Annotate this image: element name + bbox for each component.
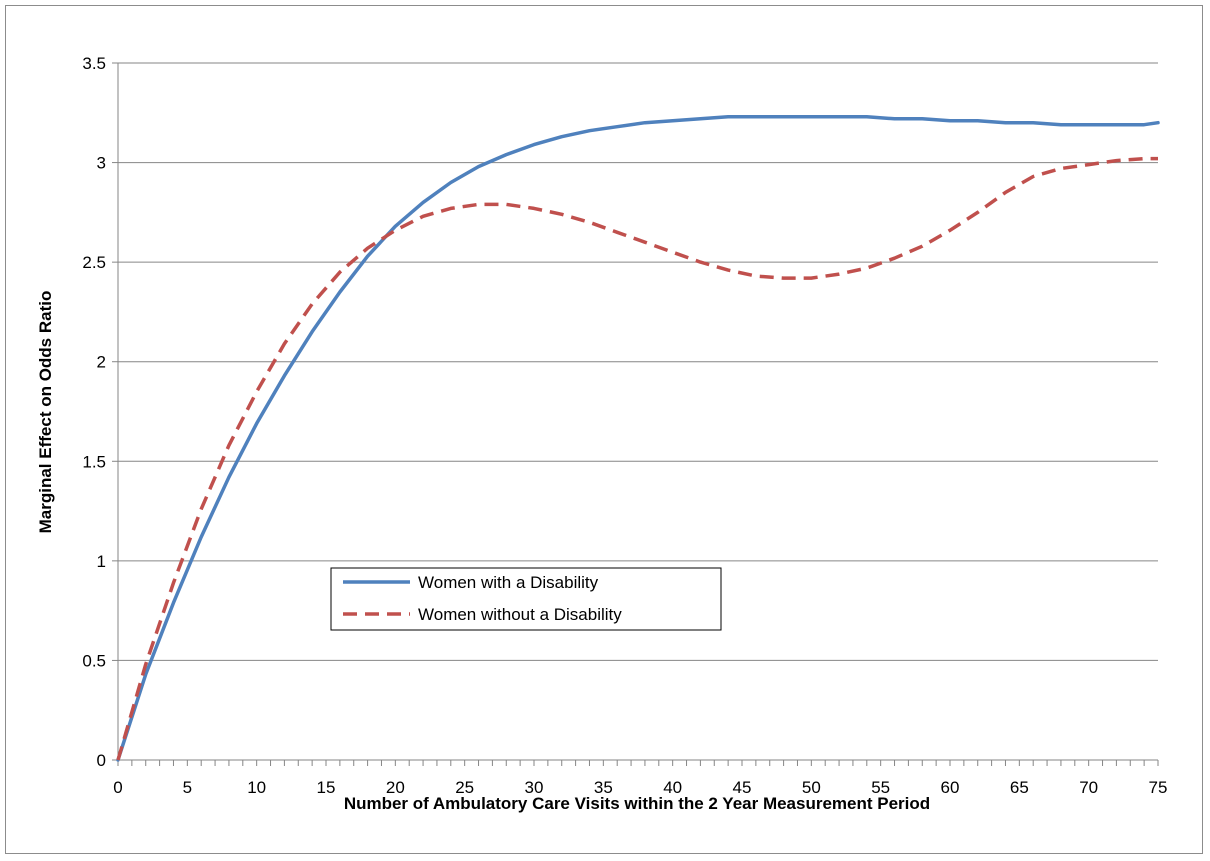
x-tick-label: 50	[802, 778, 821, 797]
x-tick-label: 0	[113, 778, 122, 797]
y-tick-label: 0.5	[82, 651, 106, 670]
y-axis-title: Marginal Effect on Odds Ratio	[36, 291, 55, 534]
x-tick-label: 30	[525, 778, 544, 797]
y-tick-label: 1	[97, 552, 106, 571]
x-tick-label: 5	[183, 778, 192, 797]
x-axis-ticks: 0 5 10 15 20 25 30 35 40 45 50 55 60 65 70 75	[113, 760, 1167, 797]
legend: Women with a Disability Women without a …	[330, 567, 722, 631]
legend-box	[330, 567, 722, 631]
series-line-disability	[116, 115, 1160, 762]
x-tick-label: 55	[871, 778, 890, 797]
x-tick-label: 15	[317, 778, 336, 797]
y-tick-label: 1.5	[82, 452, 106, 471]
x-tick-label: 20	[386, 778, 405, 797]
chart-frame	[5, 5, 1203, 854]
y-tick-label: 3.5	[82, 54, 106, 73]
x-tick-label: 10	[247, 778, 266, 797]
y-axis-ticks: 0 0.5 1 1.5 2 2.5 3 3.5	[82, 54, 118, 770]
y-tick-label: 2	[97, 353, 106, 372]
x-tick-label: 40	[663, 778, 682, 797]
x-tick-label: 70	[1079, 778, 1098, 797]
x-tick-label: 60	[941, 778, 960, 797]
y-tick-label: 0	[97, 751, 106, 770]
y-tick-label: 3	[97, 154, 106, 173]
legend-label-disability: Women with a Disability	[418, 573, 599, 592]
x-tick-label: 25	[455, 778, 474, 797]
legend-label-no-disability: Women without a Disability	[418, 605, 622, 624]
x-tick-label: 65	[1010, 778, 1029, 797]
x-axis-title: Number of Ambulatory Care Visits within …	[344, 794, 930, 813]
y-tick-label: 2.5	[82, 253, 106, 272]
gridlines	[117, 62, 1158, 761]
series-lines	[116, 115, 1160, 762]
x-tick-label: 35	[594, 778, 613, 797]
series-line-no-disability	[116, 156, 1158, 761]
x-tick-label: 45	[733, 778, 752, 797]
x-tick-label: 75	[1149, 778, 1168, 797]
